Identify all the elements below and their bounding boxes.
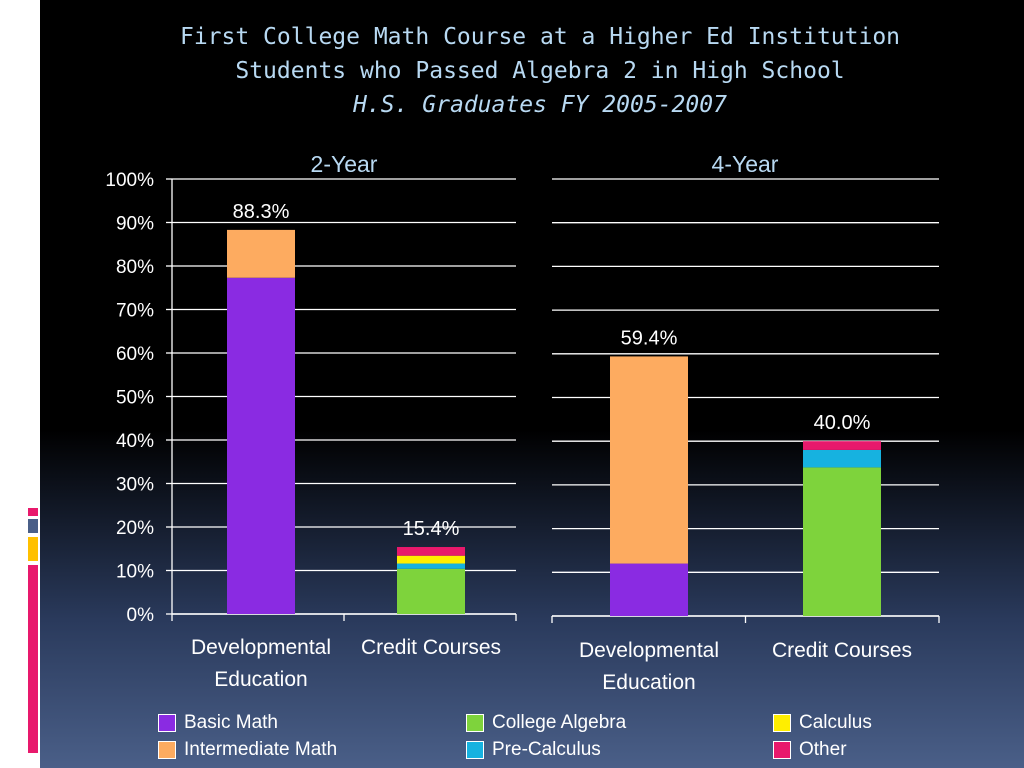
- chart-1-bar-segment-other: [397, 547, 465, 556]
- legend-item-basic-math: Basic Math: [158, 712, 278, 734]
- legend-item-intermediate-math: Intermediate Math: [158, 739, 337, 761]
- chart-1-total-label: 15.4%: [403, 518, 460, 540]
- chart-1-category-label: Credit Courses: [361, 636, 501, 659]
- legend-swatch: [158, 714, 176, 732]
- chart-1-y-tick-label: 90%: [116, 214, 154, 235]
- legend-label: Other: [799, 739, 847, 760]
- decorative-color-bars: [28, 0, 40, 768]
- chart-1-total-label: 88.3%: [233, 201, 290, 223]
- chart-1-bar-segment-calculus: [397, 555, 465, 564]
- chart-2-category-label: Credit Courses: [772, 639, 912, 662]
- chart-1-category-label: Education: [214, 668, 307, 691]
- chart-2-bar-segment-college-algebra: [803, 467, 881, 616]
- chart-2-bar-segment-pre-calculus: [803, 449, 881, 468]
- chart-1-bar-segment-intermediate-math: [227, 229, 295, 278]
- chart-1-y-tick-label: 80%: [116, 257, 154, 278]
- chart-1-y-tick-label: 0%: [127, 605, 155, 626]
- chart-2-total-label: 40.0%: [814, 412, 871, 434]
- slide-title: First College Math Course at a Higher Ed…: [40, 20, 1024, 122]
- chart-1-y-tick-label: 40%: [116, 431, 154, 452]
- chart-2-category-label: Education: [602, 671, 695, 694]
- legend-swatch: [466, 714, 484, 732]
- legend-item-calculus: Calculus: [773, 712, 872, 734]
- chart-2-total-label: 59.4%: [621, 327, 678, 349]
- legend-label: Basic Math: [184, 712, 278, 733]
- legend-item-college-algebra: College Algebra: [466, 712, 626, 734]
- chart-1-bar-segment-pre-calculus: [397, 563, 465, 569]
- chart-legend: Basic Math Intermediate Math College Algeb…: [158, 712, 998, 766]
- legend-swatch: [773, 741, 791, 759]
- chart-2-bar-segment-other: [803, 441, 881, 450]
- legend-label: Pre-Calculus: [492, 739, 601, 760]
- chart-1-y-tick-label: 50%: [116, 388, 154, 409]
- chart-1-category-label: Developmental: [191, 636, 331, 659]
- legend-label: Intermediate Math: [184, 739, 338, 760]
- legend-label: Calculus: [799, 712, 872, 733]
- chart-2-bar-segment-intermediate-math: [610, 356, 688, 564]
- title-line-3: H.S. Graduates FY 2005-2007: [353, 92, 727, 118]
- chart-1-y-tick-label: 10%: [116, 562, 154, 583]
- legend-swatch: [773, 714, 791, 732]
- chart-2-title: 4-Year: [712, 151, 779, 177]
- chart-1-y-tick-label: 60%: [116, 344, 154, 365]
- chart-1-bar-segment-college-algebra: [397, 568, 465, 614]
- chart-1-y-tick-label: 70%: [116, 301, 154, 322]
- title-line-2: Students who Passed Algebra 2 in High Sc…: [235, 58, 845, 84]
- chart-1-title: 2-Year: [311, 151, 378, 177]
- legend-item-pre-calculus: Pre-Calculus: [466, 739, 601, 761]
- chart-2-category-label: Developmental: [579, 639, 719, 662]
- chart-1-y-tick-label: 30%: [116, 475, 154, 496]
- legend-swatch: [466, 741, 484, 759]
- chart-1-y-tick-label: 100%: [105, 170, 154, 191]
- chart-1-bar-segment-basic-math: [227, 277, 295, 614]
- chart-1-y-tick-label: 20%: [116, 518, 154, 539]
- legend-item-other: Other: [773, 739, 847, 761]
- title-line-1: First College Math Course at a Higher Ed…: [179, 24, 901, 50]
- chart-2-bar-segment-basic-math: [610, 563, 688, 616]
- legend-swatch: [158, 741, 176, 759]
- legend-label: College Algebra: [492, 712, 627, 733]
